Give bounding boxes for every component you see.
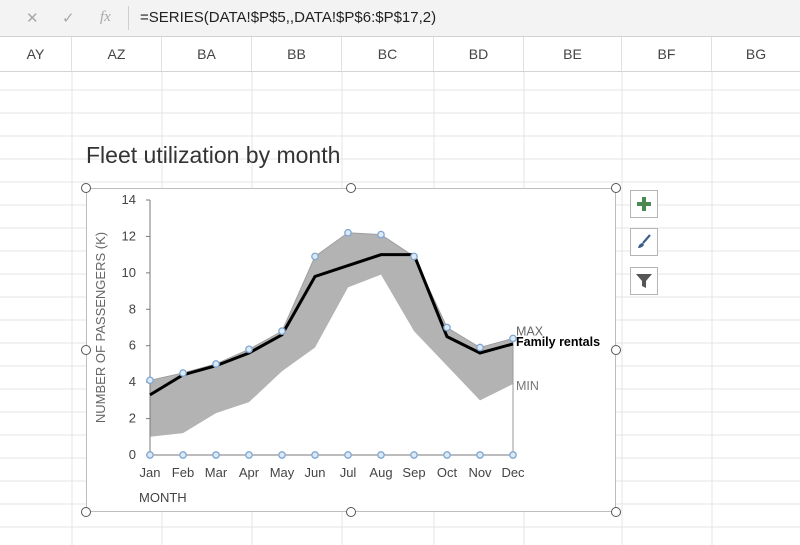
column-header[interactable]: AY [0,37,72,71]
x-tick-label: Mar [205,465,228,480]
baseline-point-marker [179,451,187,459]
max-point-marker [344,228,352,237]
column-header[interactable]: BB [252,37,342,71]
column-header[interactable]: BE [524,37,622,71]
y-tick-label: 8 [129,301,136,316]
x-tick-label: Jul [340,465,357,480]
max-point-marker [509,334,517,343]
column-header-row: AY AZ BA BB BC BD BE BF BG [0,37,800,72]
max-point-marker [212,360,220,368]
max-point-marker [278,327,286,335]
chart-styles-button[interactable] [630,228,658,256]
y-tick-label: 12 [122,228,136,243]
x-tick-label: Dec [501,465,525,480]
resize-handle[interactable] [346,507,356,517]
x-tick-label: Sep [402,465,425,480]
series-label-family-rentals: Family rentals [516,335,600,349]
y-tick-label: 2 [129,411,136,426]
resize-handle[interactable] [346,183,356,193]
chart-plot: 0 2 4 6 8 10 12 14 Jan Feb Mar Apr May Jun Jul Aug Sep Oc… [93,192,600,505]
chart-filters-button[interactable] [630,267,658,295]
baseline-point-marker [245,451,253,459]
plus-icon [637,197,651,211]
chart-title: Fleet utilization by month [86,142,341,168]
brush-icon [638,234,651,248]
baseline-point-marker [476,451,484,459]
max-point-marker [179,369,187,377]
series-label-min: MIN [516,379,539,393]
max-series-line [149,232,514,381]
formula-bar: ✕ ✓ fx =SERIES(DATA!$P$5,,DATA!$P$6:$P$1… [0,0,800,37]
max-point-marker [311,252,319,261]
y-tick-label: 10 [122,265,136,280]
column-header[interactable]: BG [745,46,767,62]
formula-input[interactable]: =SERIES(DATA!$P$5,,DATA!$P$6:$P$17,2) [140,9,437,26]
filter-icon [636,274,652,288]
resize-handle[interactable] [81,507,91,517]
max-point-marker [146,376,154,385]
formula-bar-divider [128,6,129,30]
chart-area[interactable]: 0 2 4 6 8 10 12 14 Jan Feb Mar Apr May Jun Jul Aug Sep Oc… [86,188,616,512]
column-header[interactable]: BF [622,37,712,71]
resize-handle[interactable] [611,345,621,355]
x-tick-label: Jan [140,465,161,480]
max-point-marker [410,252,418,261]
chart-elements-button[interactable] [630,190,658,218]
x-tick-label: Oct [437,465,458,480]
y-tick-label: 6 [129,338,136,353]
column-header[interactable]: BD [434,37,524,71]
x-tick-label: Aug [369,465,392,480]
x-tick-label: Nov [468,465,492,480]
x-tick-label: Jun [305,465,326,480]
x-axis-title: MONTH [139,490,187,505]
baseline-point-marker [509,451,517,459]
baseline-point-marker [311,451,319,459]
x-tick-label: May [270,465,295,480]
baseline-point-marker [443,451,451,459]
series-label-max: MAX [516,324,544,338]
y-tick-label: 4 [129,374,136,389]
y-tick-label: 14 [122,192,136,207]
resize-handle[interactable] [611,183,621,193]
cancel-icon[interactable]: ✕ [26,10,39,27]
min-max-band [150,232,513,437]
baseline-point-marker [146,451,154,459]
column-header[interactable]: BA [162,37,252,71]
x-tick-label: Feb [172,465,194,480]
resize-handle[interactable] [81,345,91,355]
y-tick-label: 0 [129,447,136,462]
baseline-point-marker [212,451,220,459]
max-point-marker [245,345,253,354]
resize-handle[interactable] [81,183,91,193]
enter-icon[interactable]: ✓ [62,10,75,27]
x-tick-label: Apr [239,465,260,480]
baseline-point-marker [377,451,385,459]
resize-handle[interactable] [611,507,621,517]
family-rentals-line [149,253,514,397]
max-point-marker [377,230,385,239]
function-icon[interactable]: fx [100,9,111,25]
baseline-point-marker [410,451,418,459]
baseline-point-marker [278,451,286,459]
max-point-marker [443,323,451,332]
baseline-point-marker [344,451,352,459]
y-axis-title: NUMBER OF PASSENGERS (K) [93,232,108,423]
column-header[interactable]: AZ [72,37,162,71]
max-point-marker [476,343,484,352]
column-header[interactable]: BC [342,37,434,71]
